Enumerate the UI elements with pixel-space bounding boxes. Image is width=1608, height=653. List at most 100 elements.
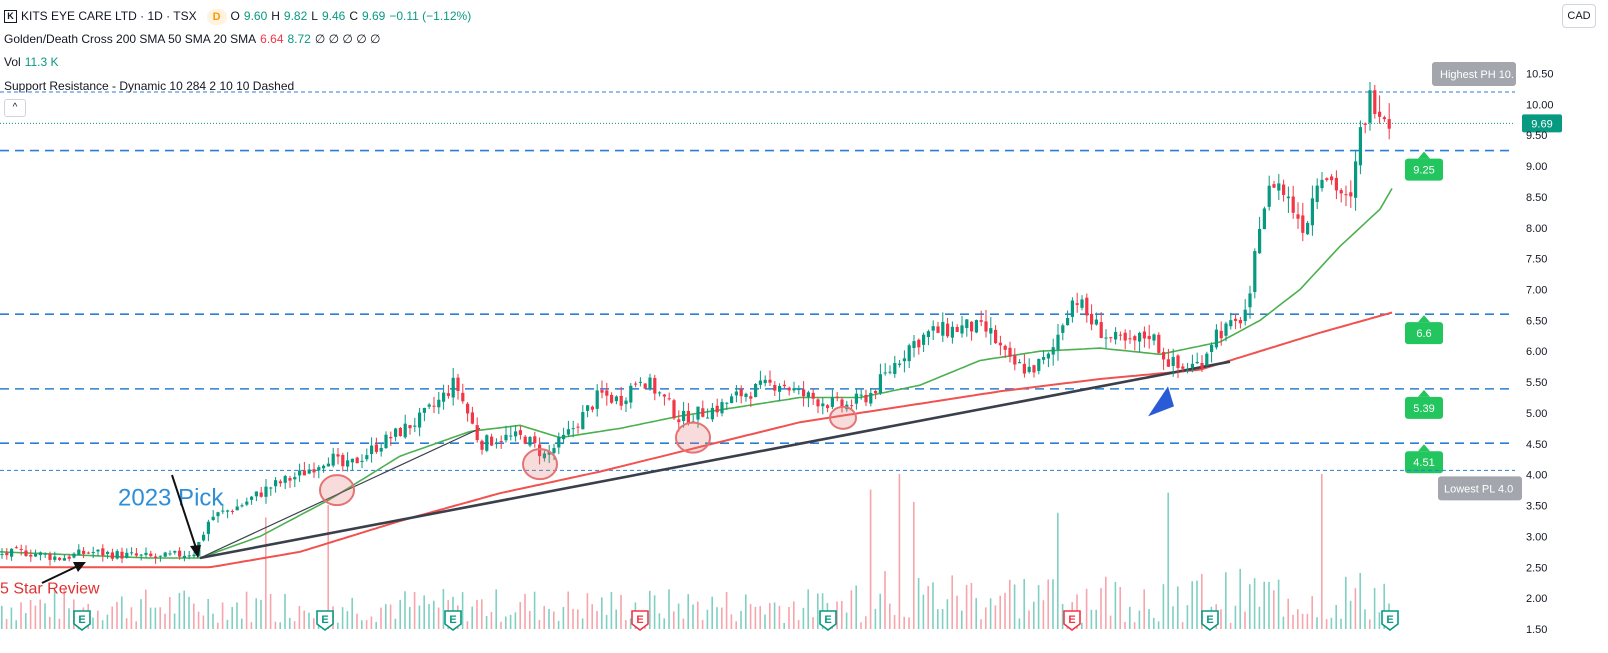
candle-body[interactable] [432, 405, 436, 407]
candle-body[interactable] [1157, 334, 1161, 353]
candle-body[interactable] [648, 377, 652, 389]
candle-body[interactable] [374, 444, 378, 452]
candle-body[interactable] [62, 558, 66, 561]
candle-body[interactable] [130, 552, 134, 554]
candle-body[interactable] [562, 434, 566, 440]
candle-body[interactable] [629, 385, 633, 403]
candle-body[interactable] [965, 319, 969, 328]
candle-body[interactable] [720, 402, 724, 414]
candle-body[interactable] [1363, 123, 1367, 125]
candle-body[interactable] [1018, 362, 1022, 364]
candle-body[interactable] [1099, 322, 1103, 338]
candle-body[interactable] [413, 425, 417, 427]
candle-body[interactable] [331, 453, 335, 466]
candle-body[interactable] [1186, 370, 1190, 372]
symbol-legend[interactable]: K KITS EYE CARE LTD · 1D · TSX D O 9.60 H 9.82… [4, 8, 475, 25]
candle-body[interactable] [1272, 184, 1276, 188]
candle-body[interactable] [168, 553, 172, 555]
candle-body[interactable] [1166, 359, 1170, 367]
candle-body[interactable] [758, 380, 762, 385]
candle-body[interactable] [1330, 176, 1334, 181]
earnings-marker[interactable] [631, 610, 649, 631]
candle-body[interactable] [912, 341, 916, 348]
candles[interactable] [0, 82, 1391, 566]
candle-body[interactable] [557, 436, 561, 448]
candle-body[interactable] [538, 444, 542, 457]
candle-body[interactable] [1138, 332, 1142, 342]
candle-body[interactable] [53, 556, 57, 560]
candle-body[interactable] [509, 435, 513, 437]
candle-body[interactable] [1162, 352, 1166, 360]
candle-body[interactable] [365, 455, 369, 460]
candle-body[interactable] [110, 552, 114, 559]
candle-body[interactable] [811, 392, 815, 399]
candle-body[interactable] [672, 400, 676, 419]
candle-body[interactable] [96, 549, 100, 552]
candle-body[interactable] [1090, 313, 1094, 325]
earnings-marker[interactable] [1201, 610, 1219, 631]
candle-body[interactable] [350, 458, 354, 463]
candle-body[interactable] [1267, 185, 1271, 207]
candle-body[interactable] [998, 342, 1002, 346]
candle-body[interactable] [154, 556, 158, 558]
vol-label[interactable]: Vol [4, 55, 21, 69]
candle-body[interactable] [816, 399, 820, 407]
candle-body[interactable] [14, 547, 18, 549]
candle-body[interactable] [974, 320, 978, 333]
candle-body[interactable] [91, 552, 95, 554]
candle-body[interactable] [1171, 357, 1175, 366]
candle-body[interactable] [163, 552, 167, 557]
candle-body[interactable] [595, 390, 599, 409]
candle-body[interactable] [125, 552, 129, 558]
candle-body[interactable] [307, 469, 311, 474]
candle-body[interactable] [614, 396, 618, 402]
currency-button[interactable]: CAD [1562, 4, 1596, 28]
candle-body[interactable] [970, 321, 974, 332]
candle-body[interactable] [1243, 309, 1247, 322]
candle-body[interactable] [475, 425, 479, 441]
candle-body[interactable] [821, 403, 825, 407]
candle-body[interactable] [1234, 318, 1238, 321]
candle-body[interactable] [787, 387, 791, 391]
candle-body[interactable] [1229, 320, 1233, 327]
candle-body[interactable] [1051, 347, 1055, 355]
candle-body[interactable] [566, 429, 570, 435]
candle-body[interactable] [187, 555, 191, 557]
candle-body[interactable] [1320, 179, 1324, 189]
candle-body[interactable] [528, 437, 532, 446]
candle-body[interactable] [547, 451, 551, 455]
candle-body[interactable] [1104, 337, 1108, 339]
candle-body[interactable] [826, 405, 830, 408]
candle-body[interactable] [902, 358, 906, 362]
candle-body[interactable] [710, 407, 714, 420]
candle-body[interactable] [883, 372, 887, 374]
candle-body[interactable] [245, 501, 249, 505]
candle-body[interactable] [542, 453, 546, 459]
candle-body[interactable] [192, 554, 196, 557]
candle-body[interactable] [1358, 127, 1362, 166]
candle-body[interactable] [120, 551, 124, 559]
candle-body[interactable] [427, 404, 431, 407]
earnings-marker[interactable] [1381, 610, 1399, 631]
candle-body[interactable] [1118, 334, 1122, 336]
candle-body[interactable] [360, 460, 364, 463]
candle-body[interactable] [590, 406, 594, 410]
candle-body[interactable] [1253, 251, 1257, 293]
candle-body[interactable] [206, 521, 210, 534]
last-price-tag[interactable] [1522, 114, 1562, 133]
candle-body[interactable] [485, 435, 489, 451]
candle-body[interactable] [874, 390, 878, 394]
candle-body[interactable] [250, 496, 254, 500]
candle-body[interactable] [696, 406, 700, 420]
candle-body[interactable] [936, 326, 940, 333]
candle-body[interactable] [610, 394, 614, 403]
candle-body[interactable] [1258, 228, 1262, 254]
candle-body[interactable] [1301, 215, 1305, 233]
candle-body[interactable] [43, 553, 47, 555]
candle-body[interactable] [1219, 330, 1223, 339]
candle-body[interactable] [955, 326, 959, 332]
candle-body[interactable] [293, 477, 297, 480]
candle-body[interactable] [859, 394, 863, 396]
candle-body[interactable] [878, 374, 882, 394]
